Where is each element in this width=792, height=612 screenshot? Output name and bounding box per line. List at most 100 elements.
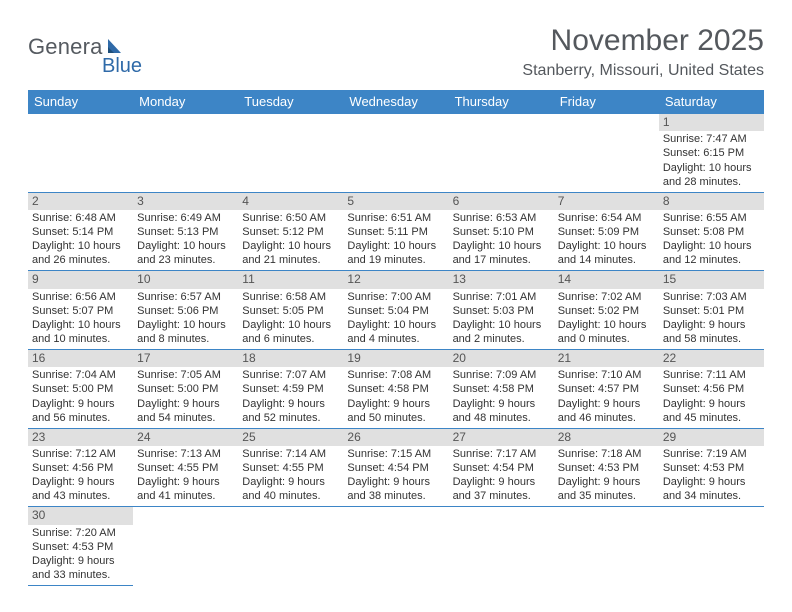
col-tuesday: Tuesday — [238, 90, 343, 114]
sunrise-text: Sunrise: 6:49 AM — [137, 211, 234, 225]
calendar-cell-empty — [238, 114, 343, 192]
sunrise-text: Sunrise: 7:13 AM — [137, 447, 234, 461]
daylight-text: Daylight: 10 hours and 4 minutes. — [347, 318, 444, 346]
calendar-cell: 11Sunrise: 6:58 AMSunset: 5:05 PMDayligh… — [238, 271, 343, 350]
day-details: Sunrise: 7:18 AMSunset: 4:53 PMDaylight:… — [554, 446, 659, 506]
weekday-header-row: Sunday Monday Tuesday Wednesday Thursday… — [28, 90, 764, 114]
day-details: Sunrise: 7:09 AMSunset: 4:58 PMDaylight:… — [449, 367, 554, 427]
day-details: Sunrise: 6:55 AMSunset: 5:08 PMDaylight:… — [659, 210, 764, 270]
day-number: 4 — [238, 193, 343, 210]
logo-text-general: Genera — [28, 34, 103, 59]
col-friday: Friday — [554, 90, 659, 114]
calendar-cell-empty — [28, 114, 133, 192]
day-number: 15 — [659, 271, 764, 288]
col-sunday: Sunday — [28, 90, 133, 114]
day-details: Sunrise: 7:05 AMSunset: 5:00 PMDaylight:… — [133, 367, 238, 427]
sunset-text: Sunset: 5:10 PM — [453, 225, 550, 239]
sunrise-text: Sunrise: 7:07 AM — [242, 368, 339, 382]
sunrise-text: Sunrise: 7:11 AM — [663, 368, 760, 382]
day-number: 9 — [28, 271, 133, 288]
daylight-text: Daylight: 10 hours and 2 minutes. — [453, 318, 550, 346]
sunrise-text: Sunrise: 6:48 AM — [32, 211, 129, 225]
day-number: 21 — [554, 350, 659, 367]
daylight-text: Daylight: 9 hours and 48 minutes. — [453, 397, 550, 425]
calendar-cell: 29Sunrise: 7:19 AMSunset: 4:53 PMDayligh… — [659, 428, 764, 507]
sunset-text: Sunset: 4:53 PM — [32, 540, 129, 554]
sunrise-text: Sunrise: 7:03 AM — [663, 290, 760, 304]
calendar-cell-empty — [449, 114, 554, 192]
day-details: Sunrise: 6:49 AMSunset: 5:13 PMDaylight:… — [133, 210, 238, 270]
day-number: 3 — [133, 193, 238, 210]
day-details: Sunrise: 7:08 AMSunset: 4:58 PMDaylight:… — [343, 367, 448, 427]
daylight-text: Daylight: 9 hours and 46 minutes. — [558, 397, 655, 425]
day-number: 18 — [238, 350, 343, 367]
daylight-text: Daylight: 9 hours and 41 minutes. — [137, 475, 234, 503]
sunset-text: Sunset: 4:56 PM — [32, 461, 129, 475]
calendar-cell: 1Sunrise: 7:47 AMSunset: 6:15 PMDaylight… — [659, 114, 764, 192]
day-number: 20 — [449, 350, 554, 367]
sunset-text: Sunset: 4:54 PM — [347, 461, 444, 475]
sunrise-text: Sunrise: 6:58 AM — [242, 290, 339, 304]
day-details: Sunrise: 7:00 AMSunset: 5:04 PMDaylight:… — [343, 289, 448, 349]
calendar-cell: 19Sunrise: 7:08 AMSunset: 4:58 PMDayligh… — [343, 350, 448, 429]
calendar-cell: 21Sunrise: 7:10 AMSunset: 4:57 PMDayligh… — [554, 350, 659, 429]
day-details: Sunrise: 6:53 AMSunset: 5:10 PMDaylight:… — [449, 210, 554, 270]
calendar-cell: 25Sunrise: 7:14 AMSunset: 4:55 PMDayligh… — [238, 428, 343, 507]
day-number: 25 — [238, 429, 343, 446]
sunset-text: Sunset: 4:58 PM — [347, 382, 444, 396]
day-number: 11 — [238, 271, 343, 288]
calendar-cell: 15Sunrise: 7:03 AMSunset: 5:01 PMDayligh… — [659, 271, 764, 350]
sunset-text: Sunset: 5:00 PM — [32, 382, 129, 396]
sunset-text: Sunset: 5:05 PM — [242, 304, 339, 318]
daylight-text: Daylight: 10 hours and 0 minutes. — [558, 318, 655, 346]
sunset-text: Sunset: 4:56 PM — [663, 382, 760, 396]
daylight-text: Daylight: 10 hours and 8 minutes. — [137, 318, 234, 346]
day-details: Sunrise: 7:07 AMSunset: 4:59 PMDaylight:… — [238, 367, 343, 427]
calendar-cell-empty — [238, 507, 343, 586]
sunset-text: Sunset: 5:02 PM — [558, 304, 655, 318]
sunrise-text: Sunrise: 7:02 AM — [558, 290, 655, 304]
day-details: Sunrise: 6:54 AMSunset: 5:09 PMDaylight:… — [554, 210, 659, 270]
sunset-text: Sunset: 4:57 PM — [558, 382, 655, 396]
day-details: Sunrise: 6:50 AMSunset: 5:12 PMDaylight:… — [238, 210, 343, 270]
daylight-text: Daylight: 10 hours and 19 minutes. — [347, 239, 444, 267]
day-number: 7 — [554, 193, 659, 210]
calendar-cell: 3Sunrise: 6:49 AMSunset: 5:13 PMDaylight… — [133, 192, 238, 271]
header: Genera Blue November 2025 Stanberry, Mis… — [28, 20, 764, 80]
calendar-cell-empty — [659, 507, 764, 586]
calendar-cell-empty — [554, 114, 659, 192]
daylight-text: Daylight: 9 hours and 34 minutes. — [663, 475, 760, 503]
day-number: 23 — [28, 429, 133, 446]
calendar-cell: 30Sunrise: 7:20 AMSunset: 4:53 PMDayligh… — [28, 507, 133, 586]
calendar-cell: 5Sunrise: 6:51 AMSunset: 5:11 PMDaylight… — [343, 192, 448, 271]
sunset-text: Sunset: 5:04 PM — [347, 304, 444, 318]
calendar-cell: 28Sunrise: 7:18 AMSunset: 4:53 PMDayligh… — [554, 428, 659, 507]
day-number: 22 — [659, 350, 764, 367]
day-details: Sunrise: 7:03 AMSunset: 5:01 PMDaylight:… — [659, 289, 764, 349]
day-details: Sunrise: 7:20 AMSunset: 4:53 PMDaylight:… — [28, 525, 133, 585]
logo: Genera Blue — [28, 34, 142, 78]
sunrise-text: Sunrise: 7:14 AM — [242, 447, 339, 461]
day-number: 27 — [449, 429, 554, 446]
calendar-cell-empty — [133, 114, 238, 192]
sunset-text: Sunset: 4:53 PM — [663, 461, 760, 475]
sunset-text: Sunset: 5:09 PM — [558, 225, 655, 239]
day-number: 19 — [343, 350, 448, 367]
calendar-row: 1Sunrise: 7:47 AMSunset: 6:15 PMDaylight… — [28, 114, 764, 192]
calendar-cell: 14Sunrise: 7:02 AMSunset: 5:02 PMDayligh… — [554, 271, 659, 350]
calendar-row: 2Sunrise: 6:48 AMSunset: 5:14 PMDaylight… — [28, 192, 764, 271]
calendar-cell: 18Sunrise: 7:07 AMSunset: 4:59 PMDayligh… — [238, 350, 343, 429]
calendar-cell: 8Sunrise: 6:55 AMSunset: 5:08 PMDaylight… — [659, 192, 764, 271]
daylight-text: Daylight: 10 hours and 17 minutes. — [453, 239, 550, 267]
day-details: Sunrise: 6:58 AMSunset: 5:05 PMDaylight:… — [238, 289, 343, 349]
daylight-text: Daylight: 9 hours and 45 minutes. — [663, 397, 760, 425]
day-details: Sunrise: 6:48 AMSunset: 5:14 PMDaylight:… — [28, 210, 133, 270]
sunrise-text: Sunrise: 6:55 AM — [663, 211, 760, 225]
sunset-text: Sunset: 5:14 PM — [32, 225, 129, 239]
daylight-text: Daylight: 10 hours and 26 minutes. — [32, 239, 129, 267]
day-details: Sunrise: 7:10 AMSunset: 4:57 PMDaylight:… — [554, 367, 659, 427]
calendar-cell: 6Sunrise: 6:53 AMSunset: 5:10 PMDaylight… — [449, 192, 554, 271]
sunset-text: Sunset: 5:12 PM — [242, 225, 339, 239]
daylight-text: Daylight: 9 hours and 43 minutes. — [32, 475, 129, 503]
daylight-text: Daylight: 9 hours and 33 minutes. — [32, 554, 129, 582]
